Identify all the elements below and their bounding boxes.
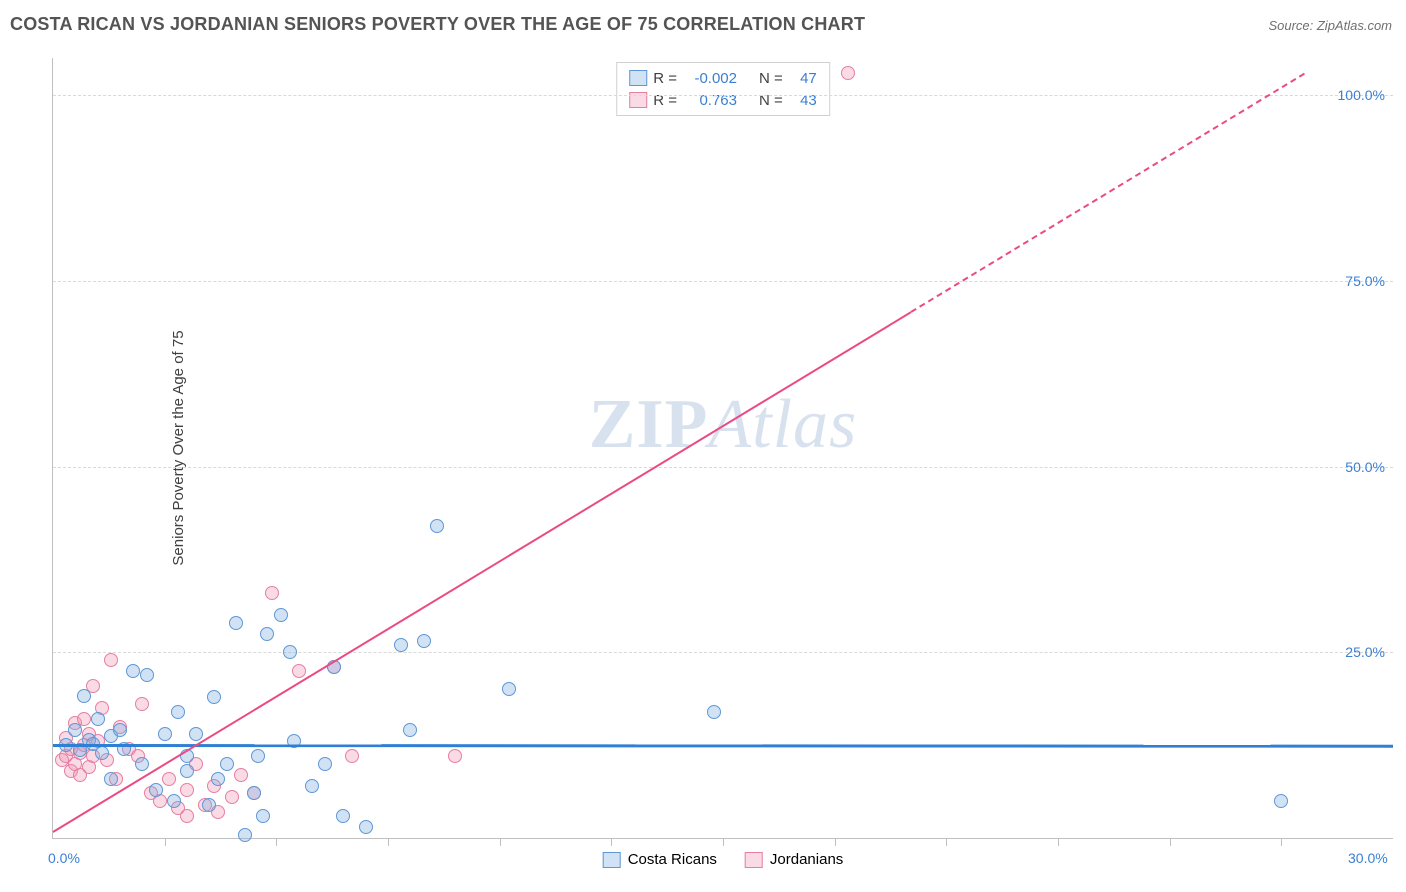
legend-item: Jordanians — [745, 851, 843, 868]
r-value: -0.002 — [683, 70, 737, 87]
data-point — [95, 746, 109, 760]
data-point — [202, 798, 216, 812]
x-axis-max-label: 30.0% — [1348, 850, 1388, 866]
legend-label: Costa Ricans — [628, 851, 717, 868]
x-tick — [388, 838, 389, 846]
series-legend: Costa Ricans Jordanians — [603, 851, 844, 868]
data-point — [448, 749, 462, 763]
stats-legend-row: R = 0.763 N = 43 — [629, 89, 817, 111]
n-value: 47 — [789, 70, 817, 87]
legend-item: Costa Ricans — [603, 851, 717, 868]
data-point — [225, 790, 239, 804]
data-point — [167, 794, 181, 808]
x-tick — [1170, 838, 1171, 846]
x-tick — [611, 838, 612, 846]
gridline — [53, 652, 1393, 653]
data-point — [91, 712, 105, 726]
x-tick — [1058, 838, 1059, 846]
stats-legend: R = -0.002 N = 47 R = 0.763 N = 43 — [616, 62, 830, 116]
n-value: 43 — [789, 92, 817, 109]
data-point — [430, 519, 444, 533]
data-point — [104, 653, 118, 667]
source-attribution: Source: ZipAtlas.com — [1268, 18, 1392, 33]
data-point — [135, 697, 149, 711]
x-tick — [276, 838, 277, 846]
data-point — [238, 828, 252, 842]
data-point — [292, 664, 306, 678]
data-point — [417, 634, 431, 648]
gridline — [53, 281, 1393, 282]
data-point — [234, 768, 248, 782]
data-point — [207, 690, 221, 704]
stats-legend-row: R = -0.002 N = 47 — [629, 67, 817, 89]
data-point — [336, 809, 350, 823]
data-point — [211, 772, 225, 786]
y-tick-label: 100.0% — [1338, 87, 1385, 103]
data-point — [403, 723, 417, 737]
data-point — [104, 772, 118, 786]
data-point — [256, 809, 270, 823]
x-tick — [946, 838, 947, 846]
data-point — [180, 809, 194, 823]
data-point — [247, 786, 261, 800]
r-value: 0.763 — [683, 92, 737, 109]
r-label: R = — [653, 92, 677, 109]
data-point — [149, 783, 163, 797]
data-point — [274, 608, 288, 622]
x-axis-min-label: 0.0% — [48, 850, 80, 866]
data-point — [189, 727, 203, 741]
y-axis-label: Seniors Poverty Over the Age of 75 — [170, 330, 187, 565]
data-point — [359, 820, 373, 834]
gridline — [53, 95, 1393, 96]
gridline — [53, 467, 1393, 468]
x-tick — [835, 838, 836, 846]
scatter-plot-area: Seniors Poverty Over the Age of 75 ZIPAt… — [52, 58, 1393, 839]
data-point — [394, 638, 408, 652]
data-point — [77, 689, 91, 703]
y-tick-label: 25.0% — [1345, 644, 1385, 660]
data-point — [502, 682, 516, 696]
data-point — [140, 668, 154, 682]
x-tick — [723, 838, 724, 846]
legend-swatch — [603, 852, 621, 868]
data-point — [162, 772, 176, 786]
data-point — [345, 749, 359, 763]
n-label: N = — [759, 70, 783, 87]
data-point — [283, 645, 297, 659]
chart-title: COSTA RICAN VS JORDANIAN SENIORS POVERTY… — [10, 14, 865, 35]
data-point — [158, 727, 172, 741]
data-point — [68, 723, 82, 737]
x-tick — [165, 838, 166, 846]
data-point — [180, 783, 194, 797]
legend-label: Jordanians — [770, 851, 843, 868]
legend-swatch — [629, 70, 647, 86]
data-point — [229, 616, 243, 630]
data-point — [180, 764, 194, 778]
y-tick-label: 75.0% — [1345, 273, 1385, 289]
y-tick-label: 50.0% — [1345, 459, 1385, 475]
data-point — [260, 627, 274, 641]
data-point — [135, 757, 149, 771]
data-point — [113, 723, 127, 737]
data-point — [318, 757, 332, 771]
x-tick — [1281, 838, 1282, 846]
data-point — [126, 664, 140, 678]
data-point — [251, 749, 265, 763]
x-tick — [500, 838, 501, 846]
data-point — [220, 757, 234, 771]
data-point — [707, 705, 721, 719]
legend-swatch — [745, 852, 763, 868]
data-point — [305, 779, 319, 793]
n-label: N = — [759, 92, 783, 109]
data-point — [265, 586, 279, 600]
data-point — [841, 66, 855, 80]
data-point — [171, 705, 185, 719]
r-label: R = — [653, 70, 677, 87]
trend-line — [910, 73, 1304, 313]
data-point — [1274, 794, 1288, 808]
trend-line — [53, 744, 1393, 747]
